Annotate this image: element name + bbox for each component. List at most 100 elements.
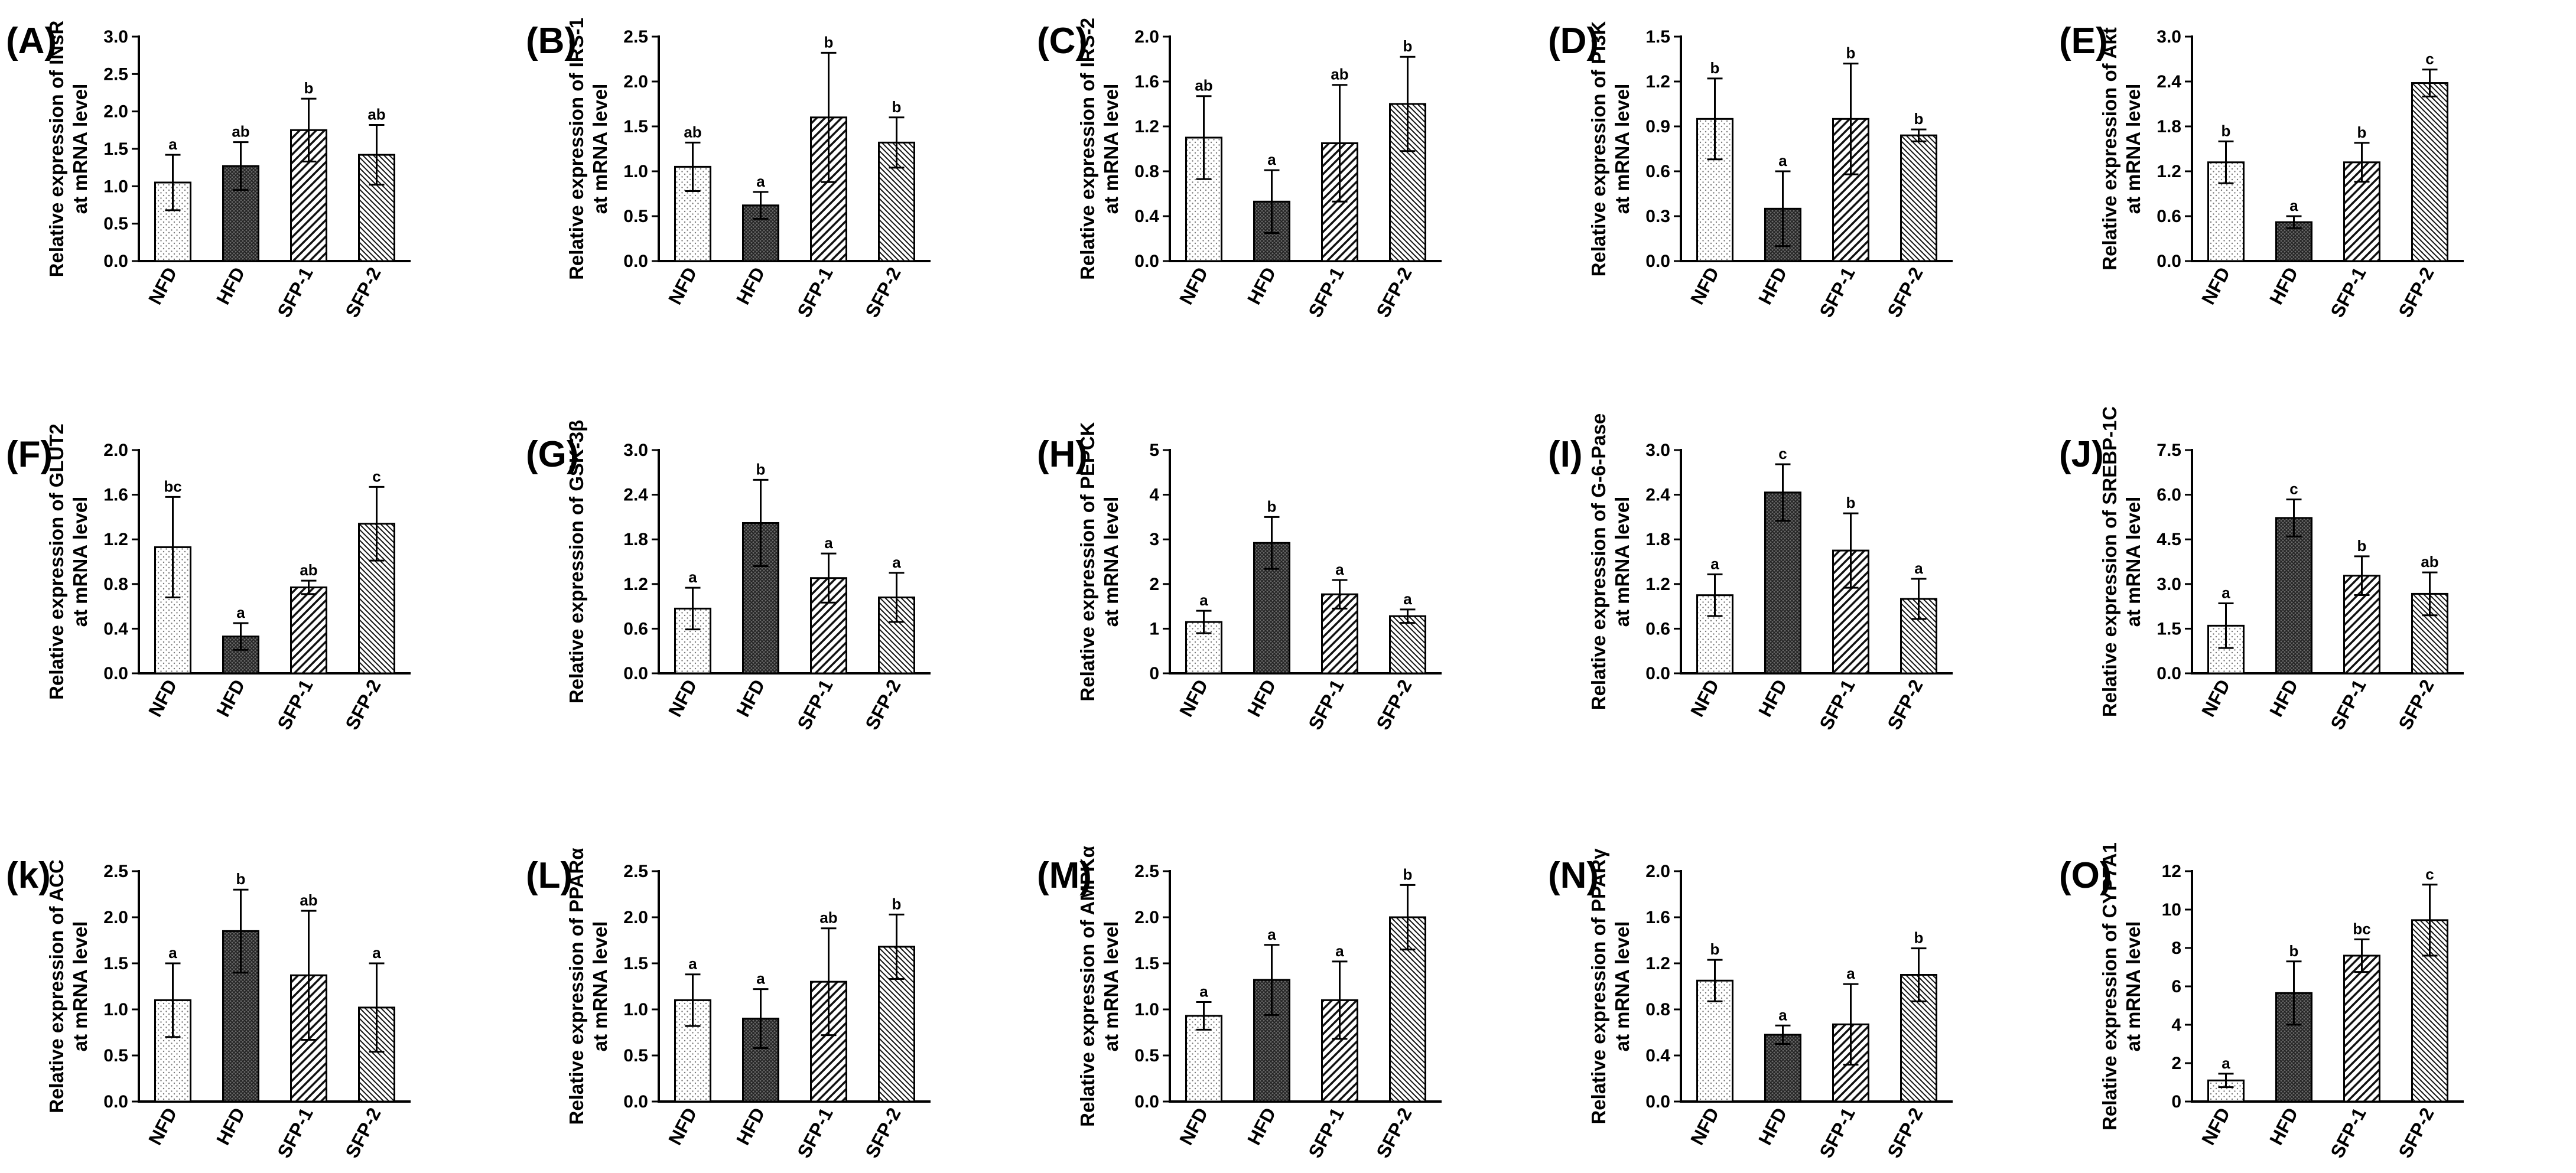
significance-letter: ab: [819, 909, 837, 927]
y-axis-title: Relative expression of IRS-1at mRNA leve…: [565, 18, 611, 280]
significance-letter: b: [1914, 110, 1924, 128]
panel-label: (B): [526, 21, 577, 61]
x-category-label: SFP-2: [861, 1104, 905, 1161]
panel-label: (J): [2059, 434, 2104, 475]
panel-a: (A)Relative expression of INsRat mRNA le…: [6, 21, 411, 321]
y-tick-label: 1.0: [623, 162, 648, 181]
significance-letter: bc: [2353, 920, 2370, 937]
y-axis-title-line2: at mRNA level: [2122, 921, 2144, 1052]
y-tick-label: 2.0: [1645, 862, 1670, 881]
panel-label: (N): [1548, 855, 1599, 896]
significance-letter: a: [2222, 584, 2230, 602]
x-category-label: NFD: [1686, 676, 1723, 720]
y-tick-label: 1.0: [1134, 1000, 1159, 1019]
y-tick-label: 3.0: [623, 441, 648, 460]
y-tick-label: 8: [2171, 939, 2181, 958]
significance-letter: a: [2289, 197, 2298, 214]
significance-letter: b: [824, 33, 834, 51]
y-tick-label: 1.5: [623, 954, 648, 973]
y-axis-title-line2: at mRNA level: [589, 84, 611, 214]
x-category-label: SFP-2: [1372, 263, 1416, 321]
y-tick-label: 1: [1149, 619, 1159, 638]
significance-letter: ab: [2421, 553, 2438, 571]
y-axis-title-line1: Relative expression of AMPKα: [1076, 846, 1098, 1127]
y-axis-title-line1: Relative expression of PPARα: [565, 848, 587, 1125]
y-tick-label: 3.0: [103, 27, 128, 47]
y-tick-label: 0.0: [623, 664, 648, 683]
y-tick-label: 6: [2171, 977, 2181, 996]
y-tick-label: 3.0: [1645, 441, 1670, 460]
y-tick-label: 7.5: [2157, 441, 2181, 460]
significance-letter: b: [1846, 44, 1856, 62]
significance-letter: b: [236, 870, 246, 888]
y-tick-label: 6.0: [2157, 486, 2181, 505]
panel-l: (L)Relative expression of PPARαat mRNA l…: [526, 848, 931, 1161]
x-category-label: SFP-1: [1304, 263, 1348, 321]
x-category-label: SFP-1: [793, 1104, 837, 1161]
y-axis-title: Relative expression of PI3Kat mRNA level: [1588, 21, 1633, 276]
significance-letter: ab: [684, 123, 701, 141]
panel-label: (L): [526, 855, 573, 896]
x-category-label: SFP-1: [2326, 1104, 2370, 1161]
y-axis-title-line2: at mRNA level: [1100, 84, 1122, 214]
x-category-label: SFP-2: [341, 676, 385, 733]
significance-letter: a: [1403, 590, 1412, 608]
y-tick-label: 0.9: [1645, 117, 1670, 136]
y-tick-label: 1.2: [103, 530, 128, 549]
y-tick-label: 1.5: [103, 954, 128, 973]
y-tick-label: 1.2: [1645, 575, 1670, 594]
significance-letter: b: [1403, 37, 1413, 55]
y-tick-label: 1.2: [1645, 72, 1670, 92]
x-category-label: SFP-2: [1372, 1104, 1416, 1161]
bar-sfp-2: [2411, 82, 2448, 262]
panel-label: (H): [1037, 434, 1088, 475]
x-category-label: NFD: [1175, 263, 1212, 308]
y-tick-label: 0.5: [103, 1046, 128, 1066]
y-axis-title-line2: at mRNA level: [2122, 497, 2144, 627]
panel-j: (J)Relative expression of SREBP-1Cat mRN…: [2059, 406, 2464, 733]
bar-sfp-2: [1900, 134, 1937, 262]
significance-letter: b: [2289, 942, 2299, 960]
y-tick-label: 1.2: [1645, 954, 1670, 973]
significance-letter: a: [756, 172, 765, 190]
y-axis-title-line2: at mRNA level: [1611, 497, 1633, 627]
x-category-label: HFD: [2265, 1104, 2302, 1148]
y-tick-label: 1.5: [1645, 27, 1670, 47]
y-tick-label: 0.4: [1645, 1046, 1670, 1066]
significance-letter: a: [1267, 151, 1276, 168]
x-category-label: NFD: [1686, 1104, 1723, 1148]
y-tick-label: 1.5: [103, 139, 128, 159]
y-tick-label: 0.0: [623, 252, 648, 271]
x-category-label: SFP-2: [861, 263, 905, 321]
panel-n: (N)Relative expression of PPARγat mRNA l…: [1548, 848, 1953, 1161]
x-category-label: SFP-2: [341, 1104, 385, 1161]
significance-letter: a: [688, 568, 697, 586]
y-axis-title-line1: Relative expression of ACC: [45, 859, 67, 1113]
y-axis-title: Relative expression of INsRat mRNA level: [45, 21, 91, 278]
y-tick-label: 3: [1149, 530, 1159, 549]
y-tick-label: 0.0: [1645, 252, 1670, 271]
panel-h: (H)Relative expression of PEPCKat mRNA l…: [1037, 422, 1442, 733]
panel-b: (B)Relative expression of IRS-1at mRNA l…: [526, 18, 931, 321]
x-category-label: NFD: [664, 263, 701, 308]
x-category-label: NFD: [144, 676, 181, 720]
significance-letter: a: [372, 944, 381, 962]
x-category-label: SFP-1: [273, 1104, 317, 1161]
y-axis-title-line2: at mRNA level: [1611, 921, 1633, 1052]
y-axis-title: Relative expression of PPARαat mRNA leve…: [565, 848, 611, 1125]
significance-letter: ab: [367, 105, 385, 123]
y-tick-label: 0.0: [623, 1092, 648, 1112]
bar-nfd: [1185, 136, 1222, 262]
y-tick-label: 0.0: [1134, 252, 1159, 271]
y-axis-title: Relative expression of Aktat mRNA level: [2099, 27, 2144, 270]
y-axis-title-line1: Relative expression of GLUT2: [45, 423, 67, 700]
significance-letter: ab: [1331, 66, 1348, 83]
x-category-label: NFD: [664, 1104, 701, 1148]
y-axis-title-line2: at mRNA level: [589, 921, 611, 1052]
significance-letter: b: [2357, 537, 2367, 555]
x-category-label: SFP-1: [1815, 1104, 1859, 1161]
y-tick-label: 2.0: [1134, 908, 1159, 927]
y-tick-label: 0.0: [103, 664, 128, 683]
y-axis-title-line1: Relative expression of CYP7A1: [2099, 842, 2120, 1130]
y-tick-label: 2: [2171, 1054, 2181, 1073]
